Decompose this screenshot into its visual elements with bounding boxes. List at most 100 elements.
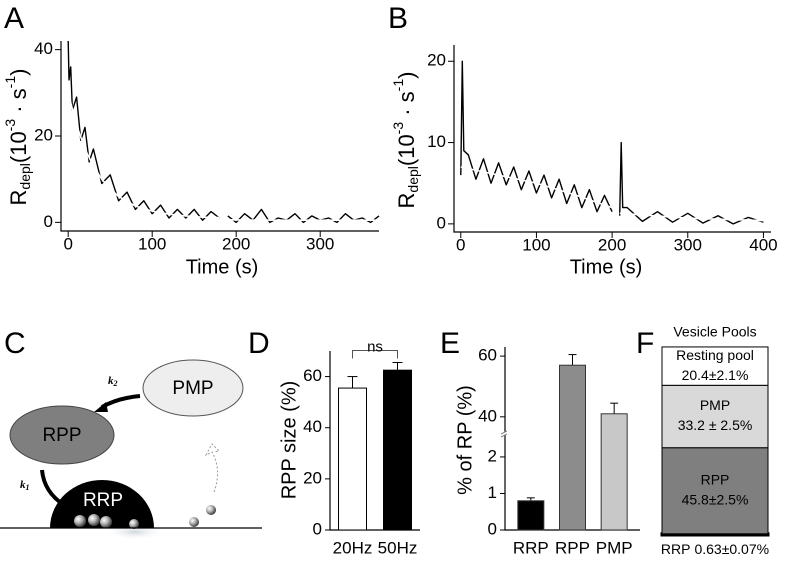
bar bbox=[600, 413, 628, 531]
x-tick-label: RRP bbox=[513, 538, 549, 557]
axis-line bbox=[60, 41, 379, 232]
annotation: ns bbox=[367, 338, 383, 355]
segment-name: Resting pool bbox=[676, 347, 754, 363]
x-tick-label: 100 bbox=[138, 234, 166, 253]
y-tick-label: 40 bbox=[478, 406, 497, 425]
panel-letter: A bbox=[4, 2, 24, 35]
axis-break bbox=[500, 430, 508, 438]
x-tick-label: 300 bbox=[674, 235, 702, 254]
segment-value: 45.8±2.5% bbox=[682, 491, 749, 507]
y-axis-label-part: (10 bbox=[394, 134, 419, 166]
recycle-arrow bbox=[204, 443, 221, 493]
x-axis-label: Time (s) bbox=[186, 256, 259, 278]
x-tick-label: 0 bbox=[456, 235, 465, 254]
x-tick-label: 300 bbox=[306, 234, 334, 253]
y-tick-label: 20 bbox=[34, 125, 53, 144]
segment-name: RRP bbox=[661, 541, 691, 557]
x-axis-label: Time (s) bbox=[570, 256, 643, 278]
y-tick-label: 60 bbox=[303, 366, 322, 385]
y-axis-label-part: depl bbox=[17, 163, 33, 189]
bar bbox=[338, 387, 367, 531]
y-axis-label-part: R bbox=[6, 190, 31, 206]
rrp-label: RRP bbox=[83, 490, 123, 511]
rate-label: k2 bbox=[108, 375, 118, 388]
y-axis-label-part: -1 bbox=[2, 76, 18, 89]
rate-symbol: k bbox=[108, 375, 114, 387]
y-axis-label-part: depl bbox=[405, 166, 421, 192]
trace-line bbox=[460, 60, 764, 225]
segment-name: RPP bbox=[701, 471, 730, 487]
bar bbox=[383, 369, 412, 531]
arrow-k2 bbox=[101, 394, 141, 409]
y-tick-label: 2 bbox=[488, 446, 497, 465]
pmp-label: PMP bbox=[172, 378, 213, 399]
vesicle bbox=[100, 516, 112, 528]
x-tick-label: 50Hz bbox=[378, 538, 418, 557]
vesicle bbox=[206, 505, 216, 515]
rpp-label: RPP bbox=[42, 425, 81, 446]
segment-value: 0.63±0.07% bbox=[694, 541, 769, 557]
segment-value: 33.2 ± 2.5% bbox=[678, 417, 753, 433]
y-tick-label: 10 bbox=[427, 132, 446, 151]
x-tick-label: 20Hz bbox=[333, 538, 373, 557]
y-tick-label: 0 bbox=[44, 212, 53, 231]
stack-segment bbox=[661, 384, 769, 449]
x-tick-label: 200 bbox=[598, 235, 626, 254]
y-axis-label: RPP size (%) bbox=[278, 381, 300, 500]
vesicle bbox=[74, 515, 86, 527]
panel-letter: D bbox=[248, 327, 270, 360]
panel-letter: C bbox=[4, 327, 26, 360]
rate-sub: 2 bbox=[113, 379, 118, 388]
y-axis-label-part: -3 bbox=[2, 119, 18, 132]
x-tick-label: RPP bbox=[555, 538, 590, 557]
rate-sub: 1 bbox=[26, 483, 30, 492]
panel-letter: B bbox=[388, 2, 408, 35]
y-axis-label: % of RP (%) bbox=[454, 385, 476, 495]
y-axis-label-part: -1 bbox=[390, 79, 406, 92]
y-tick-label: 20 bbox=[427, 51, 446, 70]
segment-value: 20.4±2.1% bbox=[682, 367, 749, 383]
stack-segment bbox=[661, 346, 769, 386]
vesicle bbox=[189, 517, 199, 527]
axis-line bbox=[453, 45, 771, 233]
rate-symbol: k bbox=[20, 479, 26, 491]
y-axis-label-part: · s bbox=[6, 88, 31, 119]
y-axis-label-part: ) bbox=[394, 72, 419, 79]
panel-letter: F bbox=[636, 327, 654, 360]
pmp-pool bbox=[142, 359, 244, 417]
y-axis-label-part: -3 bbox=[390, 122, 406, 135]
vesicle bbox=[129, 519, 139, 529]
trace-line bbox=[67, 40, 380, 224]
y-tick-label: 40 bbox=[303, 417, 322, 436]
y-tick-label: 40 bbox=[34, 39, 53, 58]
fit-line bbox=[460, 166, 764, 222]
stack-segment bbox=[661, 447, 769, 535]
y-axis-label-part: (10 bbox=[6, 131, 31, 163]
diagram: C PMP RPP k2 k1 RRP bbox=[0, 327, 262, 540]
y-axis-label-part: R bbox=[394, 193, 419, 209]
y-tick-label: 60 bbox=[478, 346, 497, 365]
x-tick-label: 200 bbox=[222, 234, 250, 253]
y-axis-label: Rdepl(10-3 · s-1) bbox=[2, 69, 33, 206]
y-tick-label: 0 bbox=[488, 519, 497, 538]
fit-line bbox=[67, 92, 379, 221]
y-tick-label: 0 bbox=[437, 213, 446, 232]
chart-title: Vesicle Pools bbox=[673, 324, 756, 340]
vesicle bbox=[88, 514, 100, 526]
bar bbox=[559, 364, 586, 531]
arrow-head bbox=[94, 402, 108, 412]
y-tick-label: 20 bbox=[303, 468, 322, 487]
x-tick-label: 100 bbox=[522, 235, 550, 254]
significance-bracket bbox=[352, 350, 398, 359]
rate-label: k1 bbox=[20, 479, 30, 492]
y-axis-label: Rdepl(10-3 · s-1) bbox=[390, 72, 421, 209]
rpp-pool bbox=[9, 405, 115, 465]
panel-letter: E bbox=[440, 327, 460, 360]
rrp-pool bbox=[50, 480, 154, 528]
x-tick-label: PMP bbox=[596, 538, 633, 557]
bar bbox=[517, 500, 545, 531]
y-axis-label-part: ) bbox=[6, 69, 31, 76]
x-tick-label: 400 bbox=[749, 235, 777, 254]
segment-label: RRP 0.63±0.07% bbox=[661, 541, 769, 557]
